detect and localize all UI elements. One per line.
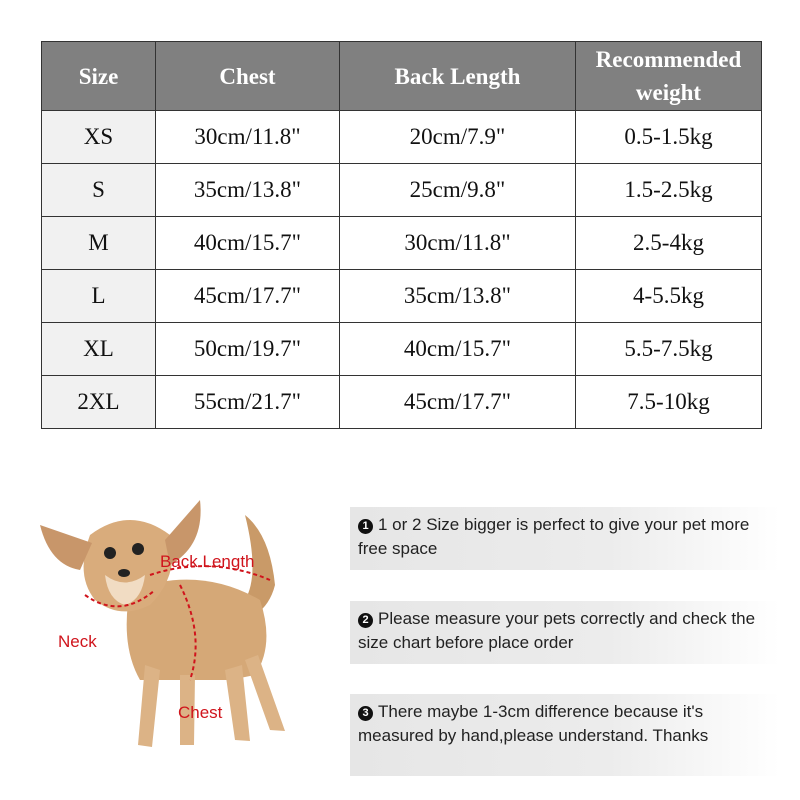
number-3-icon: 3 bbox=[358, 706, 373, 721]
size-cell: XS bbox=[41, 110, 156, 164]
note-3: 3 There maybe 1-3cm difference because it… bbox=[350, 694, 780, 776]
size-cell: M bbox=[41, 216, 156, 270]
chest-cell: 40cm/15.7" bbox=[155, 216, 340, 270]
weight-cell: 4-5.5kg bbox=[575, 269, 762, 323]
note-2-text: Please measure your pets correctly and c… bbox=[358, 609, 756, 652]
header-back-length: Back Length bbox=[339, 41, 576, 111]
note-2: 2 Please measure your pets correctly and … bbox=[350, 601, 780, 664]
size-cell: 2XL bbox=[41, 375, 156, 429]
size-chart-table: Size Chest Back Length Recommended weigh… bbox=[41, 41, 762, 429]
table-row: 2XL 55cm/21.7" 45cm/17.7" 7.5-10kg bbox=[41, 375, 762, 429]
chest-cell: 30cm/11.8" bbox=[155, 110, 340, 164]
header-chest: Chest bbox=[155, 41, 340, 111]
neck-label: Neck bbox=[58, 632, 97, 651]
header-weight: Recommended weight bbox=[575, 41, 762, 111]
back-length-cell: 20cm/7.9" bbox=[339, 110, 576, 164]
chest-cell: 45cm/17.7" bbox=[155, 269, 340, 323]
back-length-cell: 25cm/9.8" bbox=[339, 163, 576, 217]
table-row: L 45cm/17.7" 35cm/13.8" 4-5.5kg bbox=[41, 269, 762, 323]
table-row: M 40cm/15.7" 30cm/11.8" 2.5-4kg bbox=[41, 216, 762, 270]
weight-cell: 1.5-2.5kg bbox=[575, 163, 762, 217]
header-size: Size bbox=[41, 41, 156, 111]
table-row: S 35cm/13.8" 25cm/9.8" 1.5-2.5kg bbox=[41, 163, 762, 217]
table-row: XL 50cm/19.7" 40cm/15.7" 5.5-7.5kg bbox=[41, 322, 762, 376]
table-header-row: Size Chest Back Length Recommended weigh… bbox=[41, 41, 762, 111]
back-length-cell: 35cm/13.8" bbox=[339, 269, 576, 323]
note-1-text: 1 or 2 Size bigger is perfect to give yo… bbox=[358, 515, 750, 558]
chest-cell: 55cm/21.7" bbox=[155, 375, 340, 429]
table-row: XS 30cm/11.8" 20cm/7.9" 0.5-1.5kg bbox=[41, 110, 762, 164]
weight-cell: 7.5-10kg bbox=[575, 375, 762, 429]
dog-measurement-illustration bbox=[40, 500, 285, 747]
back-length-cell: 45cm/17.7" bbox=[339, 375, 576, 429]
number-2-icon: 2 bbox=[358, 613, 373, 628]
back-length-cell: 30cm/11.8" bbox=[339, 216, 576, 270]
weight-cell: 5.5-7.5kg bbox=[575, 322, 762, 376]
weight-cell: 0.5-1.5kg bbox=[575, 110, 762, 164]
chest-cell: 50cm/19.7" bbox=[155, 322, 340, 376]
back-length-cell: 40cm/15.7" bbox=[339, 322, 576, 376]
weight-cell: 2.5-4kg bbox=[575, 216, 762, 270]
measurement-lines bbox=[84, 565, 271, 681]
number-1-icon: 1 bbox=[358, 519, 373, 534]
back-length-label: Back Length bbox=[160, 552, 255, 571]
chest-label: Chest bbox=[178, 703, 223, 722]
size-cell: S bbox=[41, 163, 156, 217]
note-3-text: There maybe 1-3cm difference because it'… bbox=[358, 702, 709, 745]
chest-cell: 35cm/13.8" bbox=[155, 163, 340, 217]
size-cell: XL bbox=[41, 322, 156, 376]
dog-image bbox=[40, 500, 285, 747]
size-cell: L bbox=[41, 269, 156, 323]
